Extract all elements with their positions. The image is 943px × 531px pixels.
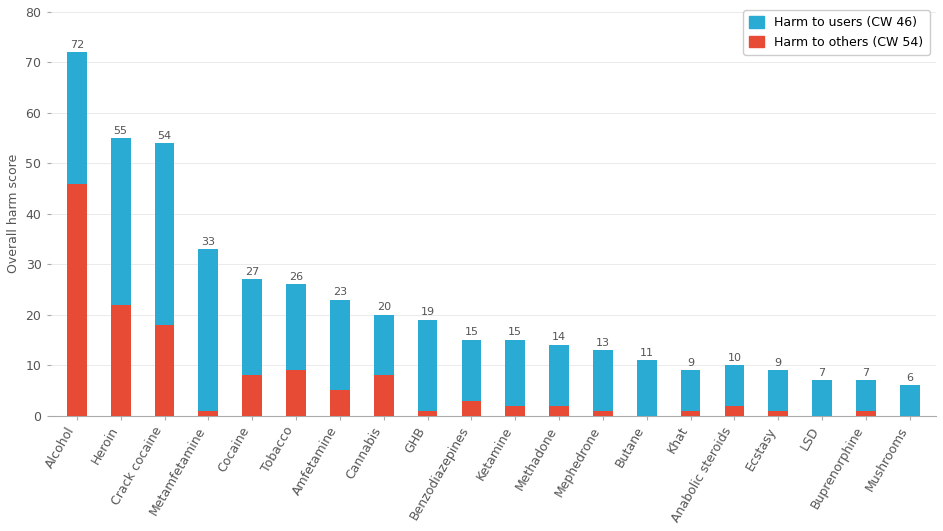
Text: 11: 11 — [639, 348, 653, 357]
Bar — [724, 365, 744, 406]
Bar — [242, 279, 262, 375]
Bar — [593, 410, 613, 416]
Text: 13: 13 — [596, 338, 610, 347]
Bar — [549, 406, 569, 416]
Bar — [812, 380, 832, 416]
Bar — [111, 138, 130, 305]
Bar — [769, 410, 788, 416]
Bar — [286, 285, 306, 370]
Text: 10: 10 — [727, 353, 741, 363]
Bar — [637, 360, 656, 416]
Text: 9: 9 — [687, 358, 694, 367]
Text: 15: 15 — [464, 328, 478, 337]
Text: 33: 33 — [202, 237, 215, 246]
Text: 55: 55 — [114, 125, 127, 135]
Bar — [111, 305, 130, 416]
Bar — [418, 320, 438, 410]
Text: 54: 54 — [157, 131, 172, 141]
Bar — [856, 410, 876, 416]
Text: 19: 19 — [421, 307, 435, 317]
Bar — [505, 406, 525, 416]
Bar — [373, 375, 393, 416]
Legend: Harm to users (CW 46), Harm to others (CW 54): Harm to users (CW 46), Harm to others (C… — [743, 10, 930, 55]
Y-axis label: Overall harm score: Overall harm score — [7, 154, 20, 273]
Bar — [505, 340, 525, 406]
Bar — [330, 390, 350, 416]
Bar — [373, 315, 393, 375]
Text: 7: 7 — [862, 368, 869, 378]
Text: 7: 7 — [819, 368, 826, 378]
Text: 15: 15 — [508, 328, 522, 337]
Text: 14: 14 — [552, 332, 566, 342]
Text: 26: 26 — [289, 272, 303, 282]
Bar — [593, 350, 613, 410]
Bar — [461, 400, 481, 416]
Bar — [286, 370, 306, 416]
Text: 27: 27 — [245, 267, 259, 277]
Text: 6: 6 — [906, 373, 913, 383]
Bar — [681, 410, 701, 416]
Bar — [418, 410, 438, 416]
Bar — [198, 410, 218, 416]
Bar — [900, 386, 919, 416]
Text: 23: 23 — [333, 287, 347, 297]
Text: 20: 20 — [376, 302, 390, 312]
Bar — [155, 143, 174, 325]
Bar — [724, 406, 744, 416]
Bar — [549, 345, 569, 406]
Bar — [856, 380, 876, 410]
Bar — [198, 249, 218, 410]
Bar — [67, 53, 87, 184]
Bar — [681, 370, 701, 410]
Bar — [330, 299, 350, 390]
Text: 9: 9 — [775, 358, 782, 367]
Bar — [769, 370, 788, 410]
Bar — [242, 375, 262, 416]
Text: 72: 72 — [70, 40, 84, 50]
Bar — [155, 325, 174, 416]
Bar — [461, 340, 481, 400]
Bar — [67, 184, 87, 416]
